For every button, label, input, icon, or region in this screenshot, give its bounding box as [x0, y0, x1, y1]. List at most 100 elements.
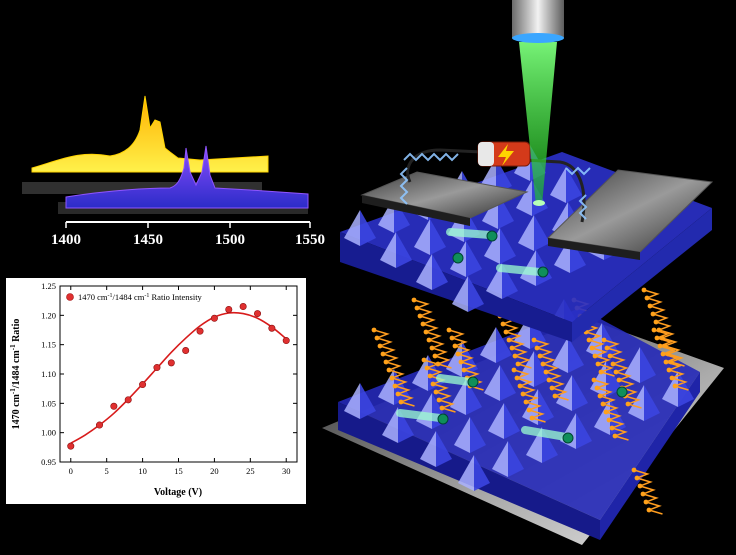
y-tick-label: 1.15 [41, 340, 56, 350]
molecule-atom [509, 345, 515, 351]
data-point [110, 402, 118, 410]
molecule-atom [600, 401, 606, 407]
pyramid-face [486, 263, 502, 299]
molecule-atom [640, 491, 646, 497]
wire-glow [399, 152, 591, 220]
raman-spectra: 1400 1450 1500 1550 [22, 95, 325, 248]
pyramid-face [572, 375, 588, 411]
molecule-atom [417, 313, 423, 319]
molecule-atom [597, 393, 603, 399]
molecule-atom [609, 425, 615, 431]
molecule-atom [591, 377, 597, 383]
pyramid-face [516, 180, 532, 216]
pyramid-face [508, 441, 524, 477]
molecule-atom [546, 377, 552, 383]
molecule-atom [439, 405, 445, 411]
pyramid-face [396, 232, 412, 268]
pyramid-face [454, 417, 470, 453]
pyramid-face [576, 413, 592, 449]
pyramid-face [484, 365, 500, 401]
spectra-ticks: 1400 1450 1500 1550 [51, 222, 325, 248]
pyramid-face [382, 407, 398, 443]
x-tick-label: 30 [282, 466, 291, 476]
molecule-atom [604, 345, 610, 351]
molecule-atom [411, 297, 417, 303]
x-tick-label: 25 [246, 466, 255, 476]
molecule-atom [669, 375, 675, 381]
molecule-atom [650, 311, 656, 317]
molecule-atom [511, 367, 517, 373]
molecule-atom [594, 385, 600, 391]
x-tick-label: 20 [210, 466, 219, 476]
molecule-atom [500, 321, 506, 327]
y-tick-label: 1.10 [41, 369, 56, 379]
molecule-atom [610, 361, 616, 367]
spectra-tick-label: 1500 [215, 232, 245, 248]
pyramid-face [550, 167, 566, 203]
molecule-atom [549, 385, 555, 391]
ion-channels [396, 186, 570, 441]
pyramid-face [606, 361, 622, 397]
data-point [282, 337, 290, 345]
molecule-atom [517, 383, 523, 389]
molecule-atom [424, 365, 430, 371]
molecule-atom [427, 373, 433, 379]
molecule-atom [657, 343, 663, 349]
pyramid-face [628, 385, 644, 421]
pyramid-face [436, 431, 452, 467]
pyramid-face [552, 337, 568, 373]
molecule-atom [647, 303, 653, 309]
y-tick-label: 1.20 [41, 310, 56, 320]
molecule-atom [651, 327, 657, 333]
pyramid-face [644, 385, 660, 421]
molecule-atom [395, 391, 401, 397]
molecule-bond [533, 339, 569, 401]
molecule-atom [520, 391, 526, 397]
data-point [153, 364, 161, 372]
pyramid-face [500, 365, 516, 401]
molecule-atom [644, 295, 650, 301]
molecule-atom [540, 361, 546, 367]
data-point [254, 310, 262, 318]
molecule-atom [430, 381, 436, 387]
pyramid-face [496, 327, 512, 363]
pyramid-face [624, 347, 640, 383]
pyramid-face [500, 228, 516, 264]
molecule-atom [506, 337, 512, 343]
molecule-atom [432, 353, 438, 359]
molecule-atom [654, 335, 660, 341]
data-point [139, 381, 147, 389]
molecule-atom [386, 367, 392, 373]
y-axis-label: 1470 cm-1/1484 cm-1 Ratio [9, 319, 22, 430]
molecule-atom [607, 353, 613, 359]
pyramid-face [534, 351, 550, 387]
pyramid-face [416, 254, 432, 290]
pyramid-face [488, 403, 504, 439]
molecule-atom [616, 377, 622, 383]
molecule-atom [663, 359, 669, 365]
fit-curve [70, 311, 287, 444]
molecule-atom [534, 345, 540, 351]
molecule-atom [552, 393, 558, 399]
data-point [239, 303, 247, 311]
molecule-atom [646, 507, 652, 513]
right-electrode-edge [548, 238, 640, 260]
battery [477, 141, 531, 167]
molecule-atom [603, 409, 609, 415]
pyramid-face [466, 241, 482, 277]
y-tick-label: 1.25 [41, 281, 56, 291]
molecule-atom [380, 351, 386, 357]
pyramid-face [468, 276, 484, 312]
data-point [67, 442, 75, 450]
pyramid-face [496, 158, 512, 194]
molecule-atom [436, 397, 442, 403]
pyramid-face [432, 254, 448, 290]
molecule-bond [653, 329, 689, 391]
pyramid-face [360, 210, 376, 246]
data-point [167, 359, 175, 367]
pyramid-face [594, 399, 610, 435]
data-point [225, 305, 233, 313]
spectra-tick-label: 1400 [51, 232, 81, 248]
pyramid-face [492, 441, 508, 477]
